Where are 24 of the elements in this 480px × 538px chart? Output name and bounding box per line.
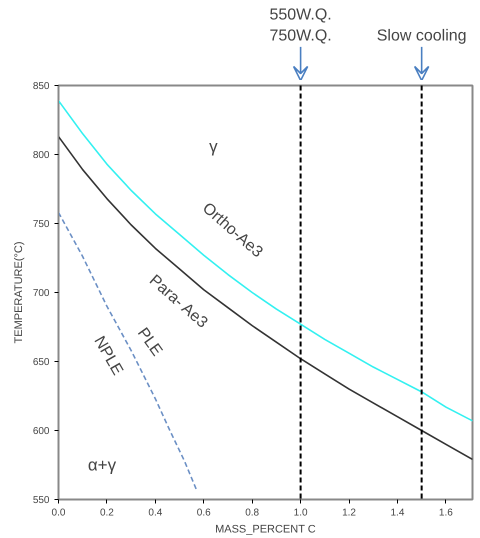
- annotation: α+γ: [88, 456, 117, 475]
- y-axis-title: TEMPERATURE(°C): [12, 242, 25, 344]
- y-tick-label: 600: [32, 426, 50, 437]
- annotation: γ: [209, 136, 218, 156]
- x-tick-label: 0.4: [148, 508, 163, 518]
- ref-line-label: Slow cooling: [376, 28, 467, 44]
- ref-line-label: 550W.Q. 750W.Q.: [269, 6, 332, 44]
- x-tick-label: 0.6: [196, 508, 212, 518]
- x-tick-label: 1.2: [342, 508, 356, 518]
- x-tick-label: 1.6: [438, 508, 454, 518]
- x-axis-title: MASS_PERCENT C: [215, 524, 316, 536]
- y-tick-label: 650: [32, 357, 50, 368]
- y-tick-label: 550: [32, 495, 50, 506]
- x-tick-label: 1.4: [390, 508, 405, 518]
- y-tick-label: 700: [32, 288, 50, 299]
- y-tick-label: 750: [32, 219, 50, 230]
- line-series: [58, 136, 472, 460]
- x-tick-label: 1.0: [294, 508, 308, 518]
- x-tick-label: 0.2: [100, 508, 114, 518]
- x-tick-label: 0.8: [245, 508, 260, 518]
- y-tick-label: 850: [32, 81, 50, 92]
- y-tick-label: 800: [32, 150, 50, 161]
- x-tick-label: 0.0: [52, 508, 66, 518]
- line-series: [58, 100, 472, 422]
